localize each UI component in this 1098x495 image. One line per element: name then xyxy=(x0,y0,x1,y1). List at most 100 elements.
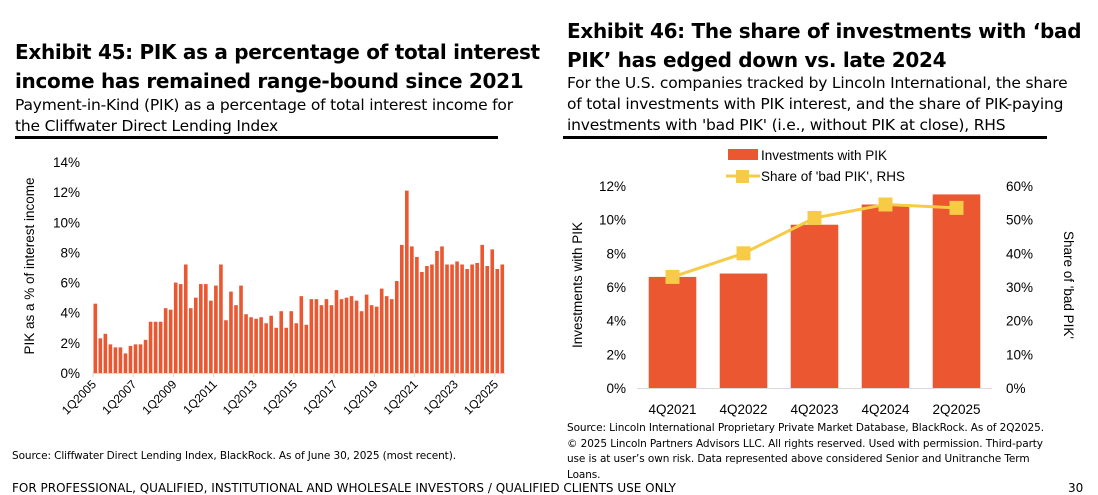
left-bar xyxy=(93,303,98,373)
left-bar xyxy=(254,318,258,373)
left-bar xyxy=(389,299,394,373)
right-source-line-1: Source: Lincoln International Proprietar… xyxy=(567,422,1044,434)
cropped-text-fragment xyxy=(252,0,257,2)
left-bar xyxy=(219,264,223,373)
left-x-tick-label: 1Q2021 xyxy=(381,377,421,417)
left-x-tick-label: 1Q2025 xyxy=(461,377,501,417)
left-y-tick-label: 2% xyxy=(60,336,80,351)
right-y2-tick-label: 50% xyxy=(1006,213,1033,228)
left-x-tick-label: 1Q2005 xyxy=(59,377,99,417)
right-y2-tick-label: 30% xyxy=(1006,280,1033,295)
right-y-tick-label: 8% xyxy=(606,246,626,261)
right-y-axis-label: Investments with PIK xyxy=(570,222,585,348)
right-y2-tick-label: 10% xyxy=(1006,347,1033,362)
left-bar xyxy=(138,344,143,373)
right-y-tick-label: 2% xyxy=(606,347,626,362)
left-subtitle-line-1: Payment-in-Kind (PIK) as a percentage of… xyxy=(15,96,513,114)
left-bar xyxy=(384,296,389,373)
left-bar xyxy=(234,305,238,373)
right-exhibit-subtitle: For the U.S. companies tracked by Lincol… xyxy=(567,73,1068,136)
right-y-tick-label: 12% xyxy=(599,179,626,194)
right-bar-4Q2024 xyxy=(861,204,910,388)
right-title-line-1: Exhibit 46: The share of investments wit… xyxy=(567,19,1082,43)
legend-line-label: Share of 'bad PIK', RHS xyxy=(761,169,905,184)
left-bar xyxy=(440,246,444,373)
right-legend: Investments with PIK Share of 'bad PIK',… xyxy=(726,148,905,184)
left-bar xyxy=(324,299,329,373)
right-exhibit-title: Exhibit 46: The share of investments wit… xyxy=(567,17,1082,75)
left-bar xyxy=(133,344,138,373)
left-bar xyxy=(364,294,369,373)
left-x-tick-label: 1Q2019 xyxy=(340,377,380,417)
left-exhibit-subtitle: Payment-in-Kind (PIK) as a percentage of… xyxy=(15,95,513,137)
right-y2-axis-label: Share of 'bad PIK' xyxy=(1061,231,1076,339)
left-chart: PIK as a % of interest income 0% 2% 4% 6% 8%… xyxy=(22,155,505,417)
left-x-tick-label: 1Q2015 xyxy=(260,377,300,417)
left-bar xyxy=(455,261,459,373)
left-bar xyxy=(334,290,339,373)
bad-pik-marker xyxy=(807,210,822,225)
left-bar xyxy=(420,272,424,373)
right-x-tick-label: 2Q2025 xyxy=(932,402,980,417)
left-bar xyxy=(239,285,243,373)
left-bar xyxy=(450,264,454,373)
bad-pik-marker xyxy=(878,197,893,212)
left-bar xyxy=(329,305,334,373)
left-y-tick-label: 0% xyxy=(60,366,80,381)
left-bar xyxy=(209,300,213,373)
left-bar xyxy=(118,347,123,373)
left-bar xyxy=(304,324,309,373)
left-bar xyxy=(204,284,208,373)
left-bar xyxy=(379,288,384,373)
left-title-line-2: income has remained range-bound since 20… xyxy=(15,69,524,93)
right-chart: Investments with PIK Share of 'bad PIK',… xyxy=(570,148,1076,417)
left-bar xyxy=(168,309,173,373)
left-y-axis-label: PIK as a % of interest income xyxy=(22,177,37,354)
right-source-line-2: © 2025 Lincoln Partners Advisors LLC. Al… xyxy=(567,437,1043,450)
left-bar xyxy=(183,264,188,373)
left-bar xyxy=(163,308,168,373)
right-y2-tick-label: 40% xyxy=(1006,246,1033,261)
right-y2-tick-label: 60% xyxy=(1006,179,1033,194)
left-bar xyxy=(465,269,469,373)
left-bar xyxy=(173,282,178,373)
left-bar xyxy=(399,244,404,373)
left-bar xyxy=(394,281,399,373)
right-x-tick-label: 4Q2022 xyxy=(719,402,767,417)
left-bar xyxy=(445,264,449,373)
left-bar xyxy=(485,265,490,373)
left-bar xyxy=(319,305,324,373)
left-y-tick-label: 8% xyxy=(60,245,80,260)
left-exhibit-title: Exhibit 45: PIK as a percentage of total… xyxy=(15,38,540,96)
left-bar xyxy=(289,311,294,373)
left-bar xyxy=(299,296,304,373)
left-bar xyxy=(480,244,484,373)
footer-disclaimer: FOR PROFESSIONAL, QUALIFIED, INSTITUTION… xyxy=(12,481,676,495)
right-bar-4Q2023 xyxy=(790,224,839,388)
left-x-tick-label: 1Q2009 xyxy=(139,377,179,417)
left-bar xyxy=(475,262,479,373)
left-bar xyxy=(199,284,203,373)
left-y-tick-label: 10% xyxy=(53,215,80,230)
left-bar xyxy=(249,317,253,373)
left-bar xyxy=(309,299,314,373)
legend-line-marker xyxy=(736,170,749,183)
left-bar xyxy=(193,297,198,373)
right-y2-tick-label: 0% xyxy=(1006,381,1026,396)
left-bar xyxy=(344,297,349,373)
left-y-tick-label: 12% xyxy=(53,185,80,200)
bad-pik-marker xyxy=(665,269,680,284)
right-subtitle-line-2: of total investments with PIK interest, … xyxy=(567,95,1064,113)
left-bar xyxy=(294,323,299,373)
left-bar xyxy=(349,296,354,373)
left-bar xyxy=(495,269,500,373)
legend-bar-label: Investments with PIK xyxy=(761,148,887,163)
right-title-rule xyxy=(563,136,1047,139)
left-bar xyxy=(229,291,233,373)
left-bar xyxy=(279,311,284,373)
right-y-tick-label: 10% xyxy=(599,213,626,228)
left-bar xyxy=(359,311,364,373)
left-bar xyxy=(103,333,108,373)
left-y-tick-label: 14% xyxy=(53,155,80,170)
left-bar xyxy=(354,300,359,373)
